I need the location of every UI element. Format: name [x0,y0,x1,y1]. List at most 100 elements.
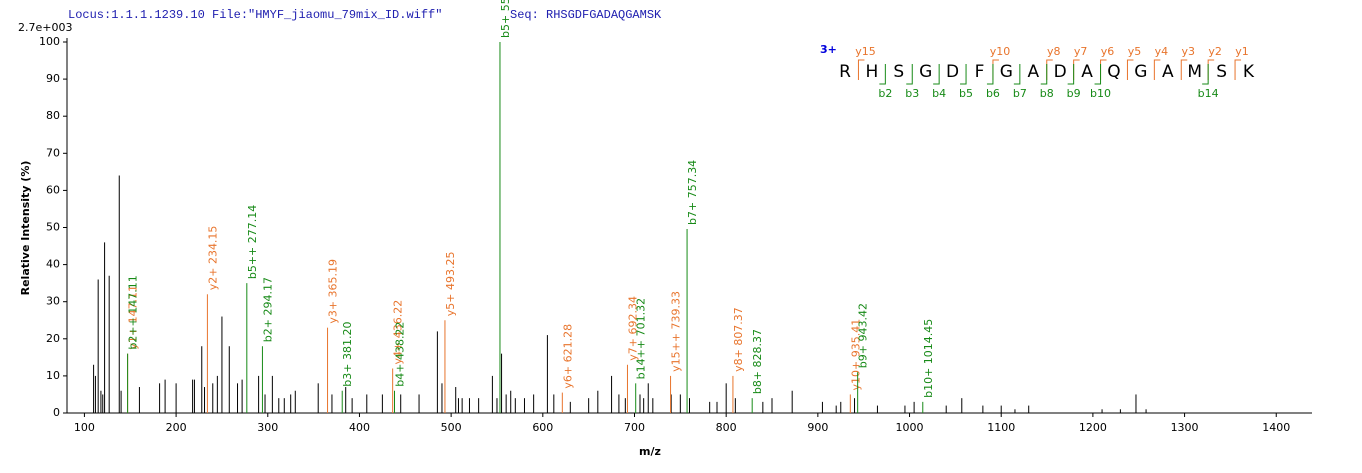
residue: A [1081,62,1093,82]
x-tick-label: 900 [807,421,828,434]
y-axis-label: Relative Intensity (%) [19,161,32,296]
x-tick-label: 1000 [896,421,924,434]
peak-label: y7+ 692.34 [626,296,639,361]
peak-label: b5++ 277.14 [246,205,259,279]
peak-label: b3+ 381.20 [341,322,354,387]
residue: Q [1107,62,1120,82]
x-tick-label: 300 [257,421,278,434]
peak-label: y10+ 935.41 [849,319,862,391]
b-ion-label: b3 [905,87,919,100]
y-ion-label: y3 [1181,45,1195,58]
b-ion-label: b14 [1198,87,1219,100]
b-ion-marker [1202,64,1209,85]
y-tick-label: 20 [46,332,60,345]
peak-label: b10+ 1014.45 [922,319,935,398]
x-tick-label: 100 [74,421,95,434]
peak-label: b2+ 294.17 [261,277,274,342]
b-ion-label: b9 [1067,87,1081,100]
y-tick-label: 50 [46,221,60,234]
residue: F [975,62,985,82]
y-ion-marker [1234,59,1242,80]
residue: R [839,62,851,82]
y-tick-label: 10 [46,369,60,382]
x-axis-label: m/z [639,445,661,458]
y-ion-marker [857,59,865,80]
residue: D [1054,62,1067,82]
b-ion-marker [906,64,913,85]
scale-label: 2.7e+003 [18,21,72,34]
y-ion-label: y2 [1208,45,1222,58]
y-ion-marker [1207,59,1215,80]
x-tick-label: 800 [716,421,737,434]
residue: S [893,62,904,82]
b-ion-marker [1040,64,1048,85]
residue: M [1187,62,1202,82]
x-tick-label: 1200 [1079,421,1107,434]
b-ion-label: b4 [932,87,946,100]
y-ion-label: y5 [1128,45,1142,58]
residue: A [1027,62,1039,82]
b-ion-label: b8 [1040,87,1054,100]
peak-label: b2++ 147.11 [127,275,140,349]
y-ion-marker [1126,59,1134,80]
residue: H [866,62,879,82]
y-ion-label: y15 [855,45,876,58]
y-tick-label: 70 [46,146,60,159]
x-tick-label: 1100 [987,421,1015,434]
chart-subtitle: Seq: RHSGDFGADAQGAMSK [510,8,662,22]
residue: S [1216,62,1227,82]
y-ion-label: y1 [1235,45,1249,58]
peak-label: b14++ 701.32 [635,298,648,379]
b-ion-marker [1094,64,1102,85]
x-tick-label: 1300 [1171,421,1199,434]
y-ion-marker [1153,59,1161,80]
residue: A [1162,62,1174,82]
y-tick-label: 0 [53,406,60,419]
y-ion-marker [1046,59,1053,80]
y-ion-label: y10 [990,45,1011,58]
x-tick-label: 400 [349,421,370,434]
peak-label: y4+ 436.22 [392,300,405,365]
peak-label: y5+ 493.25 [444,252,457,317]
peak-label: b8+ 828.37 [751,329,764,394]
y-tick-label: 80 [46,109,60,122]
x-tick-label: 700 [624,421,645,434]
b-ion-marker [960,64,967,85]
residue: D [946,62,959,82]
y-ion-label: y8 [1047,45,1061,58]
peak-label: y3+ 365.19 [327,259,340,324]
b-ion-marker [986,64,994,85]
residue: G [919,62,932,82]
b-ion-label: b6 [986,87,1000,100]
b-ion-label: b5 [959,87,973,100]
x-tick-label: 500 [441,421,462,434]
peak-label: b5+ 553.27 [499,0,512,38]
peak-label: y6+ 621.28 [561,324,574,389]
peak-label: y15++ 739.33 [670,291,683,372]
b-ion-label: b7 [1013,87,1027,100]
peak-label: b4+ 438.22 [393,322,406,387]
peak-label: y2+ 234.15 [206,226,219,291]
y-ion-marker [1073,59,1080,80]
y-ion-marker [1180,59,1188,80]
y-ion-marker [1100,59,1107,80]
x-tick-label: 200 [166,421,187,434]
b-ion-marker [1067,64,1075,85]
y-tick-label: 30 [46,295,60,308]
y-ion-label: y6 [1101,45,1115,58]
charge-state: 3+ [820,43,837,56]
peak-label: b9+ 943.42 [857,303,870,368]
peak-label: b7+ 757.34 [686,160,699,225]
b-ion-label: b2 [878,87,892,100]
b-ion-label: b10 [1090,87,1111,100]
b-ion-marker [933,64,940,85]
y-tick-label: 40 [46,258,60,271]
y-tick-label: 90 [46,72,60,85]
residue: K [1243,62,1255,82]
y-ion-marker [992,59,999,80]
x-tick-label: 600 [532,421,553,434]
y-tick-label: 100 [39,35,60,48]
residue: G [1000,62,1013,82]
peak-label: y8+ 807.37 [732,307,745,372]
